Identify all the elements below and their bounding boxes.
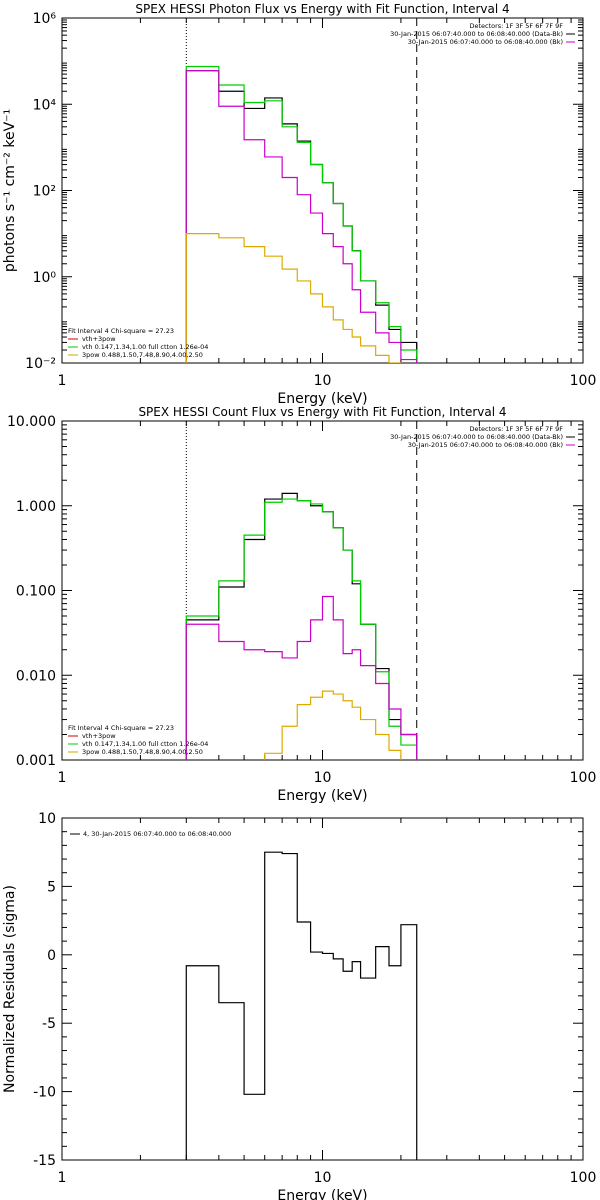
series-1-histogram <box>185 851 418 1160</box>
x-tick-label: 1 <box>58 770 67 786</box>
legend-top-right-entry: 30-Jan-2015 06:07:40.000 to 06:08:40.000… <box>390 433 563 441</box>
legend-bottom-left-entry: vth+3pow <box>82 732 116 740</box>
plot-frame <box>61 420 584 761</box>
y-tick-label: 1.000 <box>16 499 56 515</box>
legend-bottom-left-entry: 3pow 0.488,1.50,7.48,8.90,4.00,2.50 <box>82 351 203 359</box>
y-axis-label: Normalized Residuals (sigma) <box>2 885 18 1093</box>
y-tick-label: 10 <box>38 811 56 827</box>
data-series-group <box>185 492 418 760</box>
legend-bottom-left-entry: vth 0.147,1.34,1.00 full ctton 1.26e-04 <box>82 343 208 351</box>
legend-top-right-entry: 30-Jan-2015 06:07:40.000 to 06:08:40.000… <box>408 38 563 46</box>
y-axis-label: photons s⁻¹ cm⁻² keV⁻¹ <box>2 109 18 272</box>
legend-top-right-entry: 30-Jan-2015 06:07:40.000 to 06:08:40.000… <box>390 30 563 38</box>
series-1-histogram <box>185 492 418 760</box>
series-4-histogram <box>185 233 402 363</box>
legend-bottom-left-entry: vth+3pow <box>82 335 116 343</box>
x-axis-label: Energy (keV) <box>277 391 367 407</box>
y-tick-label: 10⁰ <box>33 270 57 286</box>
series-3-histogram <box>185 70 418 363</box>
y-tick-label: 10.000 <box>7 414 56 430</box>
y-tick-label: 5 <box>47 879 56 895</box>
y-tick-label: 10⁴ <box>33 97 57 113</box>
y-tick-label: -5 <box>42 1016 56 1032</box>
x-axis-label: Energy (keV) <box>277 1188 367 1200</box>
x-tick-label: 10 <box>314 373 332 389</box>
legend-top-left-entry: 4, 30-Jan-2015 06:07:40.000 to 06:08:40.… <box>83 830 231 838</box>
series-2-histogram <box>185 65 418 363</box>
legend-top-right-entry: Detectors: 1F 3F 5F 6F 7F 9F <box>469 22 563 30</box>
y-tick-label: 0 <box>47 948 56 964</box>
y-tick-label: -10 <box>33 1085 56 1101</box>
y-tick-label: 0.001 <box>16 753 56 769</box>
x-axis-label: Energy (keV) <box>277 788 367 804</box>
series-1-histogram <box>185 70 418 363</box>
legend-bottom-left-entry: 3pow 0.488,1.50,7.48,8.90,4.00,2.50 <box>82 748 203 756</box>
x-tick-label: 100 <box>570 1170 597 1186</box>
y-tick-label: 0.100 <box>16 584 56 600</box>
y-tick-label: 10⁻² <box>25 356 56 372</box>
legend-bottom-left-entry: vth 0.147,1.34,1.00 full ctton 1.26e-04 <box>82 740 208 748</box>
plot-frame <box>61 17 584 364</box>
series-3-histogram <box>185 595 418 760</box>
x-tick-label: 10 <box>314 770 332 786</box>
x-tick-label: 1 <box>58 373 67 389</box>
series-4-histogram <box>264 690 402 760</box>
y-tick-label: 0.010 <box>16 668 56 684</box>
x-tick-label: 1 <box>58 1170 67 1186</box>
legend-bottom-left-entry: Fit Interval 4 Chi-square = 27.23 <box>68 724 174 732</box>
series-2-histogram <box>185 498 418 760</box>
x-tick-label: 10 <box>314 1170 332 1186</box>
chart-panel-3: 1 10 100 -15 -10 -5 0 5 10 Energy (keV) Normalized… <box>2 811 596 1200</box>
x-tick-label: 100 <box>570 770 597 786</box>
plot-frame <box>61 817 584 1161</box>
data-series-group <box>185 65 418 363</box>
chart-title: SPEX HESSI Photon Flux vs Energy with Fi… <box>135 2 509 16</box>
chart-panel-1: SPEX HESSI Photon Flux vs Energy with Fi… <box>2 2 596 407</box>
y-tick-label: -15 <box>33 1153 56 1169</box>
chart-panel-2: SPEX HESSI Count Flux vs Energy with Fit… <box>7 405 596 804</box>
legend-top-right-entry: 30-Jan-2015 06:07:40.000 to 06:08:40.000… <box>408 441 563 449</box>
chart-title: SPEX HESSI Count Flux vs Energy with Fit… <box>138 405 506 419</box>
data-series-group <box>185 851 418 1160</box>
legend-bottom-left-entry: Fit Interval 4 Chi-square = 27.23 <box>68 327 174 335</box>
legend-top-right-entry: Detectors: 1F 3F 5F 6F 7F 9F <box>469 425 563 433</box>
x-tick-label: 100 <box>570 373 597 389</box>
y-tick-label: 10⁶ <box>33 11 57 27</box>
y-tick-label: 10² <box>33 184 56 200</box>
